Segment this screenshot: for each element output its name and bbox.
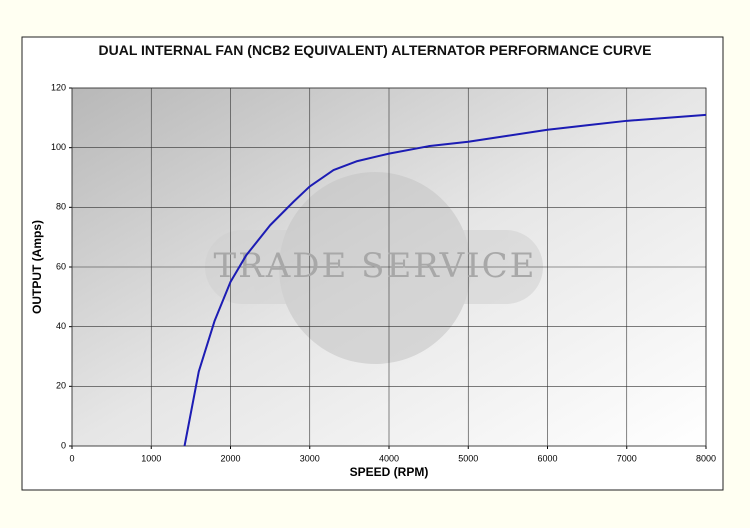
y-tick-label: 60 xyxy=(56,261,66,271)
x-tick-label: 8000 xyxy=(696,453,716,463)
x-tick-label: 2000 xyxy=(220,453,240,463)
x-axis-label: SPEED (RPM) xyxy=(350,465,429,479)
x-tick-label: 7000 xyxy=(617,453,637,463)
y-axis-label: OUTPUT (Amps) xyxy=(30,220,44,314)
x-tick-label: 1000 xyxy=(141,453,161,463)
x-tick-label: 6000 xyxy=(537,453,557,463)
watermark-text: TRADE SERVICE xyxy=(213,246,536,286)
watermark xyxy=(205,172,543,364)
line xyxy=(183,113,707,447)
x-tick-label: 3000 xyxy=(300,453,320,463)
y-tick-label: 40 xyxy=(56,321,66,331)
chart-title: DUAL INTERNAL FAN (NCB2 EQUIVALENT) ALTE… xyxy=(98,42,652,58)
x-tick-label: 4000 xyxy=(379,453,399,463)
x-tick-label: 0 xyxy=(69,453,74,463)
x-tick-label: 5000 xyxy=(458,453,478,463)
y-tick-label: 80 xyxy=(56,202,66,212)
y-tick-label: 120 xyxy=(51,82,66,92)
y-tick-label: 0 xyxy=(61,440,66,450)
plot-border xyxy=(71,87,707,447)
y-tick-label: 100 xyxy=(51,142,66,152)
y-tick-label: 20 xyxy=(56,381,66,391)
